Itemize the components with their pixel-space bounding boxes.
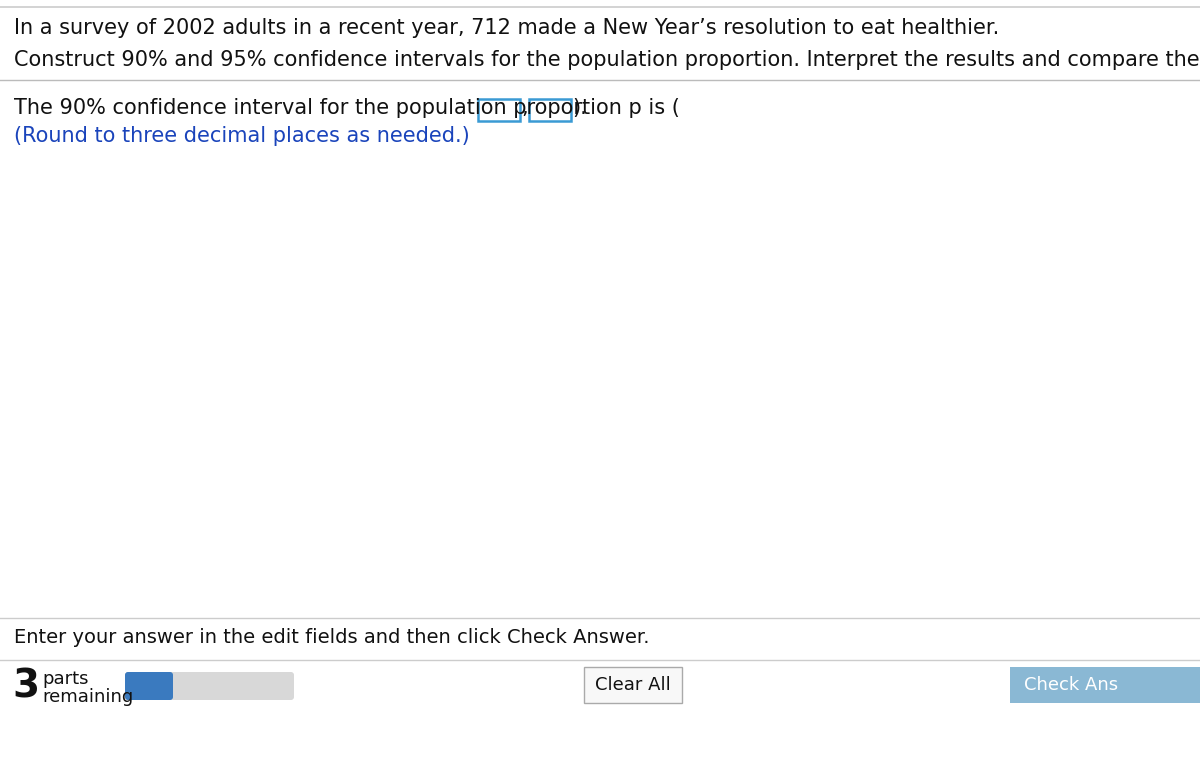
FancyBboxPatch shape <box>125 672 173 700</box>
FancyBboxPatch shape <box>584 667 682 703</box>
Text: In a survey of 2002 adults in a recent year, 712 made a New Year’s resolution to: In a survey of 2002 adults in a recent y… <box>14 18 1000 38</box>
Text: remaining: remaining <box>42 688 133 706</box>
FancyBboxPatch shape <box>529 99 571 121</box>
Text: ).: ). <box>572 98 587 118</box>
Text: (Round to three decimal places as needed.): (Round to three decimal places as needed… <box>14 126 469 146</box>
Text: 3: 3 <box>12 668 40 706</box>
FancyBboxPatch shape <box>1010 667 1200 703</box>
Text: Check Ans: Check Ans <box>1024 676 1118 694</box>
FancyBboxPatch shape <box>478 99 520 121</box>
FancyBboxPatch shape <box>125 672 294 700</box>
Text: Clear All: Clear All <box>595 676 671 694</box>
Text: ,: , <box>521 98 528 118</box>
Text: Construct 90% and 95% confidence intervals for the population proportion. Interp: Construct 90% and 95% confidence interva… <box>14 50 1200 70</box>
Text: parts: parts <box>42 670 89 688</box>
Text: The 90% confidence interval for the population proportion p is (: The 90% confidence interval for the popu… <box>14 98 680 118</box>
Text: Enter your answer in the edit fields and then click Check Answer.: Enter your answer in the edit fields and… <box>14 628 649 647</box>
